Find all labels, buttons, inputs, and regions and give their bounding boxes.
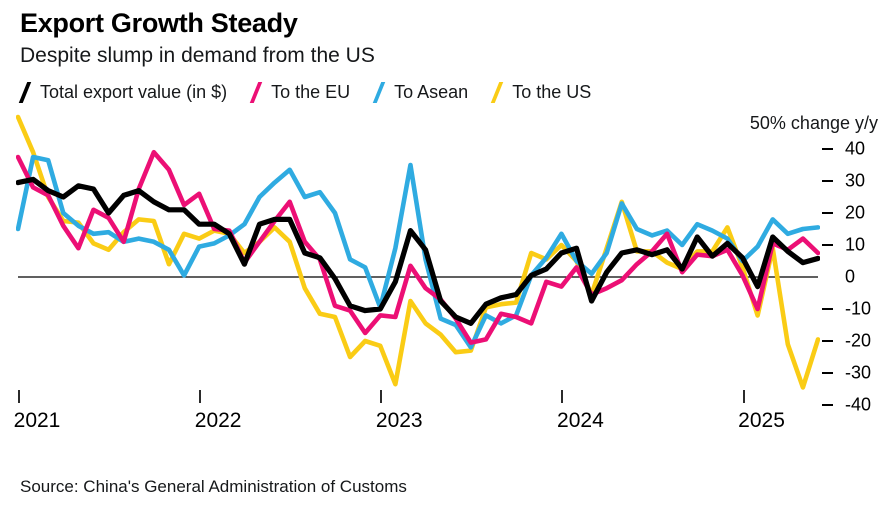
x-tick-label: 2024 bbox=[557, 409, 604, 432]
y-tick-label: -40 bbox=[845, 394, 872, 415]
y-tick-mark bbox=[822, 372, 833, 374]
y-tick-label: -20 bbox=[845, 330, 872, 351]
x-tick-label: 2023 bbox=[375, 409, 423, 432]
chart-subtitle: Despite slump in demand from the US bbox=[20, 44, 375, 67]
x-tick-mark bbox=[742, 390, 745, 403]
legend-item-label: To the US bbox=[512, 82, 592, 102]
x-tick-label: 2021 bbox=[13, 409, 61, 432]
legend-item-label: To the EU bbox=[271, 82, 351, 102]
x-tick-label: 2025 bbox=[738, 409, 785, 432]
source-note: Source: China's General Administration o… bbox=[20, 477, 407, 496]
legend-item-label: To Asean bbox=[394, 82, 469, 102]
legend-item[interactable]: To the EU bbox=[249, 82, 350, 103]
y-tick-label: -30 bbox=[845, 362, 872, 383]
legend-item[interactable]: To the US bbox=[490, 82, 591, 103]
y-tick-mark bbox=[822, 340, 833, 342]
y-tick-mark bbox=[822, 308, 833, 310]
series-line bbox=[16, 114, 820, 390]
y-tick-label: 0 bbox=[845, 266, 856, 287]
y-axis-title: 50% change y/y bbox=[749, 113, 878, 133]
y-tick-label: 20 bbox=[845, 202, 866, 223]
x-tick-mark bbox=[380, 390, 383, 403]
y-tick-label: 30 bbox=[845, 170, 866, 191]
page-title: Export Growth Steady bbox=[20, 8, 298, 38]
y-tick-mark bbox=[822, 244, 833, 246]
x-tick-mark bbox=[199, 390, 202, 403]
chart-legend: Total export value (in $) To the EU To Ase… bbox=[18, 82, 613, 103]
legend-item-label: Total export value (in $) bbox=[40, 82, 228, 102]
y-tick-mark bbox=[822, 404, 833, 406]
x-tick-label: 2022 bbox=[194, 409, 242, 432]
y-tick-mark bbox=[822, 180, 833, 182]
y-tick-label: 40 bbox=[845, 138, 866, 159]
y-tick-mark bbox=[822, 148, 833, 150]
legend-item[interactable]: To Asean bbox=[372, 82, 468, 103]
x-tick-mark bbox=[18, 390, 20, 403]
series-line bbox=[16, 176, 820, 326]
y-tick-label: -10 bbox=[845, 298, 872, 319]
x-tick-mark bbox=[561, 390, 564, 403]
series-line bbox=[16, 154, 820, 350]
legend-item[interactable]: Total export value (in $) bbox=[18, 82, 227, 103]
y-tick-label: 10 bbox=[845, 234, 866, 255]
y-tick-mark bbox=[822, 212, 833, 214]
